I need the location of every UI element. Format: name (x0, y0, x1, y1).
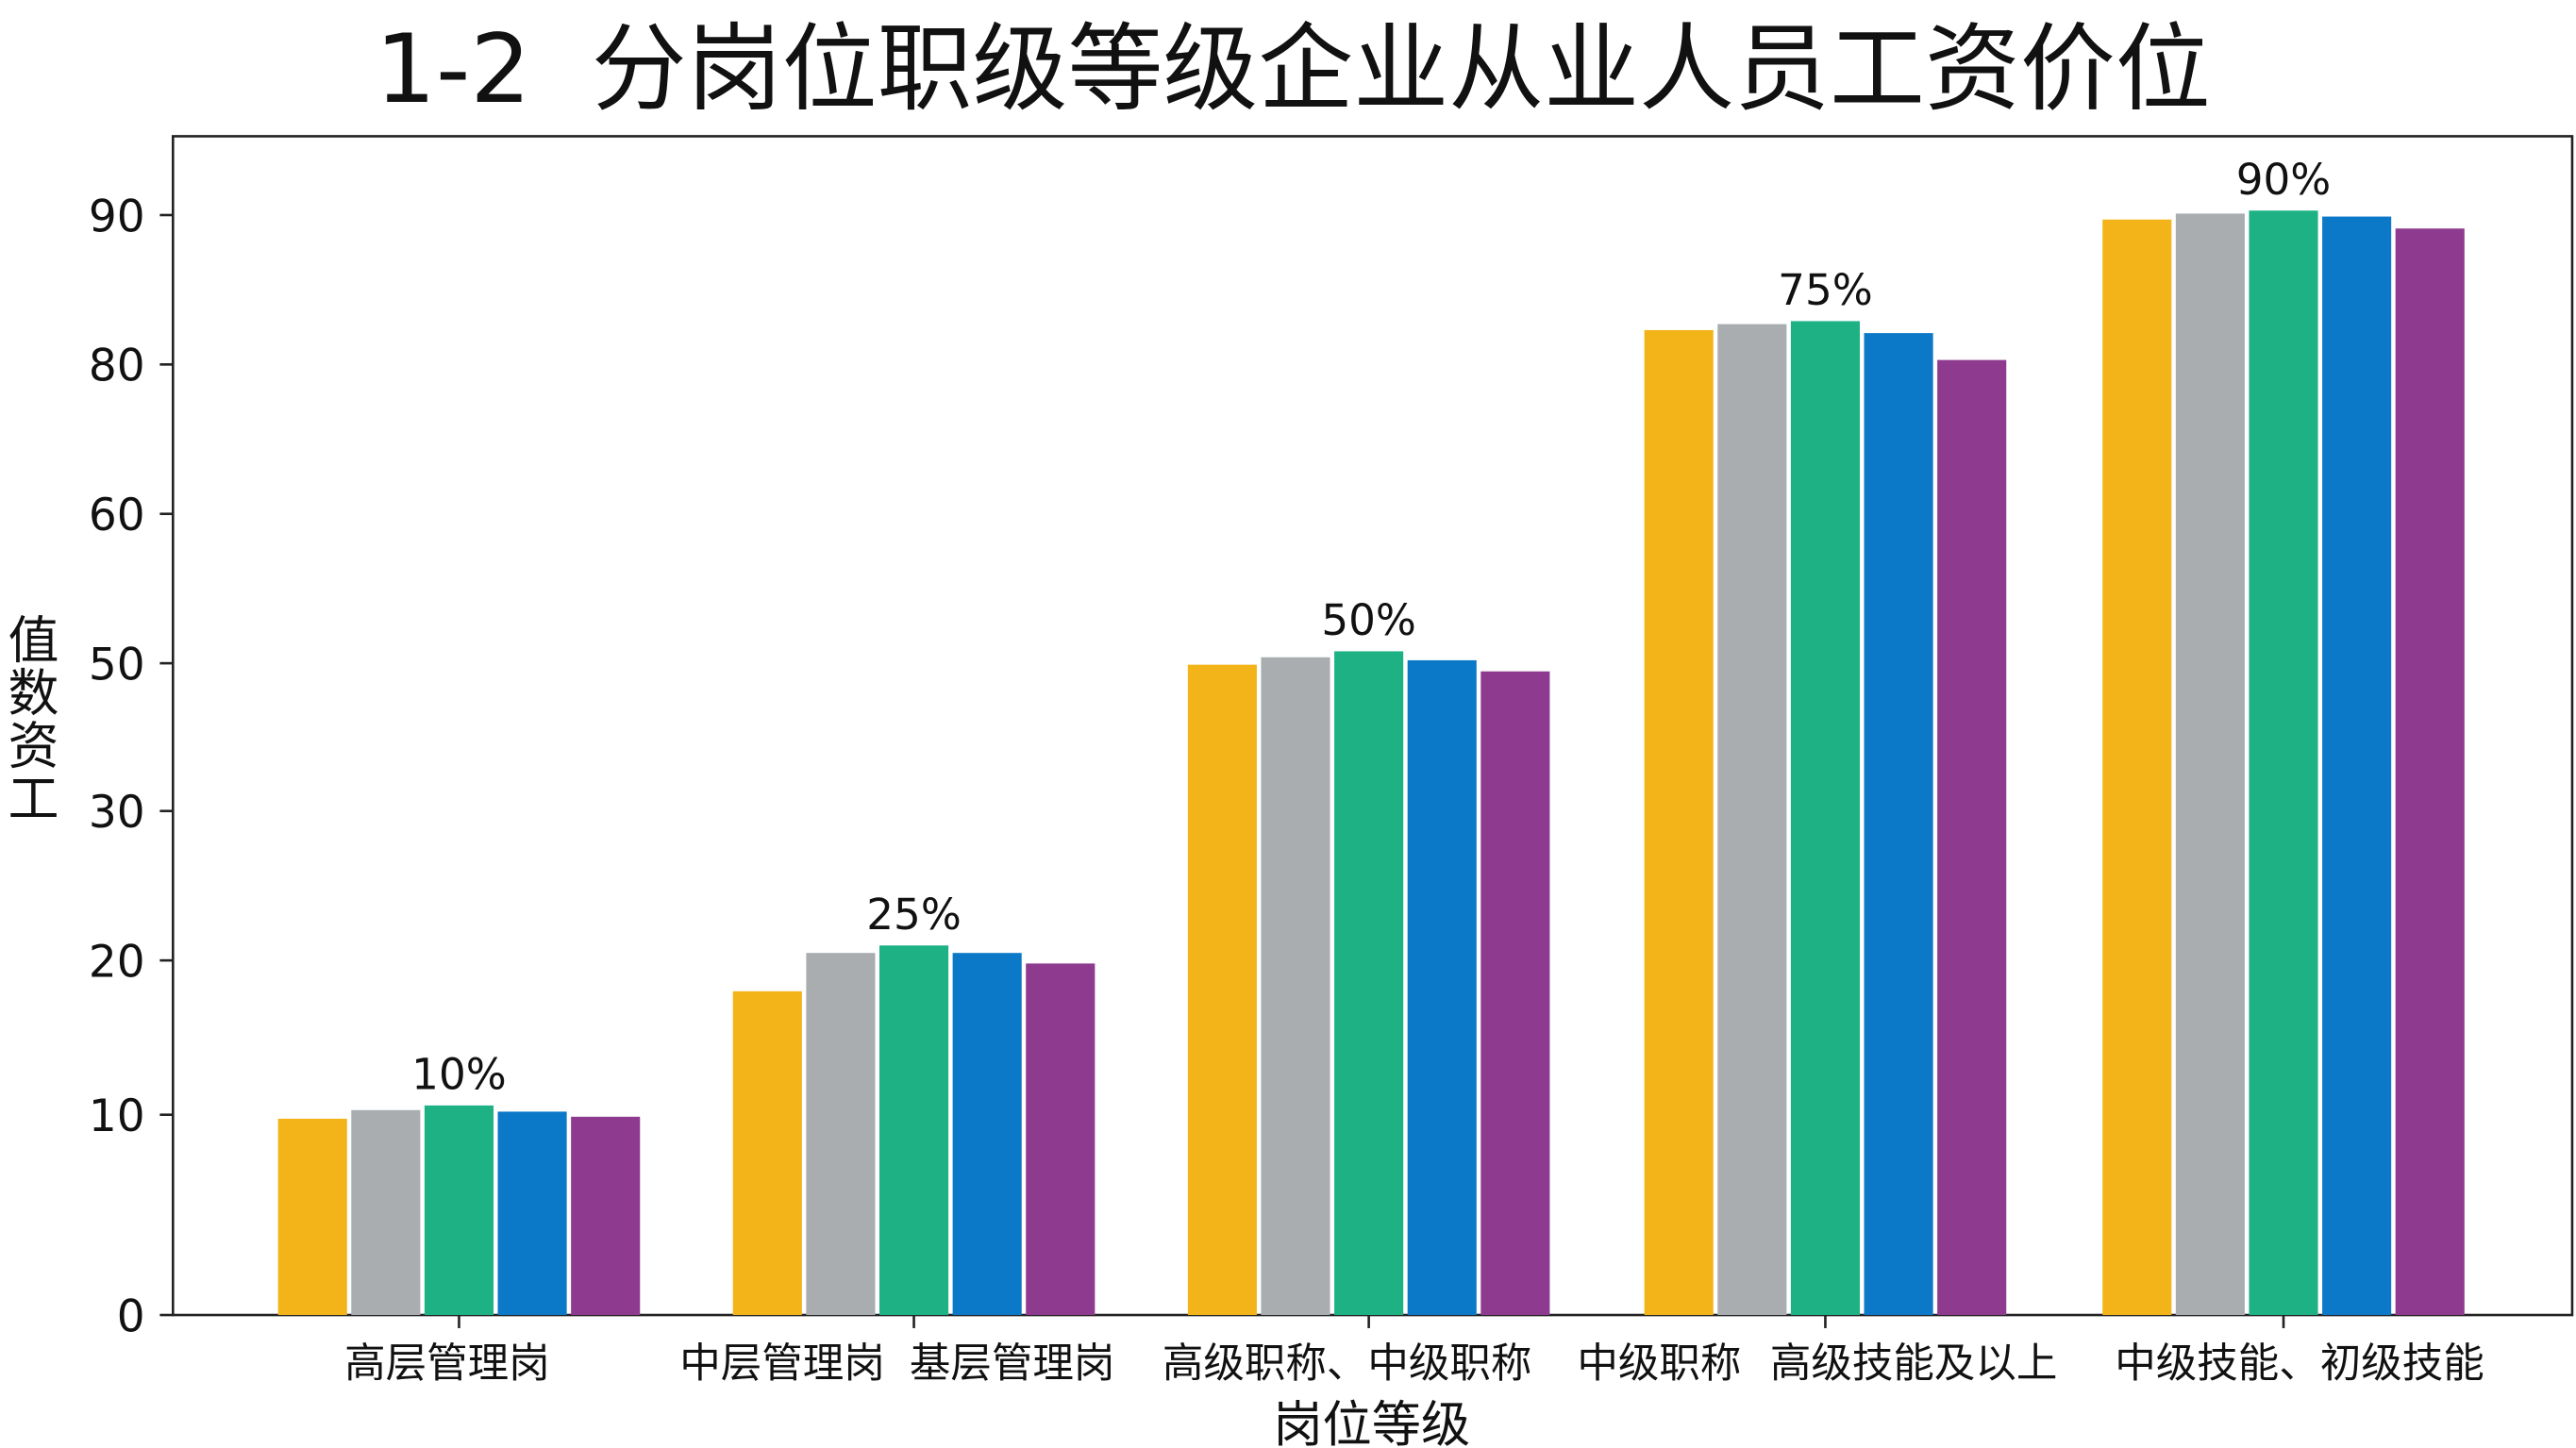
y-tick-label: 10 (89, 1090, 145, 1142)
group-label: 10% (411, 1049, 507, 1099)
x-tick-label: 基层管理岗 (910, 1340, 1115, 1388)
bar (806, 953, 876, 1316)
chart-title: 1-2 分岗位职级等级企业从业人员工资价位 (376, 13, 2211, 125)
bar (571, 1116, 641, 1316)
x-tick-label: 高层管理岗 (344, 1340, 550, 1388)
bar (2395, 228, 2465, 1316)
y-tick-label: 0 (117, 1290, 145, 1342)
y-tick-label: 20 (89, 937, 145, 989)
watermark: 豆包AI生成 (2297, 1397, 2534, 1448)
bar (878, 945, 949, 1316)
bar (2175, 213, 2245, 1316)
x-tick-label: 高级职称、中级职称 (1163, 1340, 1531, 1388)
bar (277, 1118, 347, 1316)
bar (351, 1109, 421, 1316)
bar (1717, 324, 1787, 1316)
y-axis: 0 10 20 30 50 60 80 90 (89, 191, 174, 1342)
bars: 10% 25% 50% 75% 90% (277, 155, 2465, 1316)
y-tick-label: 30 (89, 787, 145, 839)
y-tick-label: 80 (89, 341, 145, 392)
bar (732, 990, 802, 1316)
group-label: 75% (1778, 265, 1873, 315)
y-axis-label: 值数资工 (0, 613, 59, 824)
bar (2102, 219, 2172, 1316)
x-tick-label: 中级技能、初级技能 (2115, 1340, 2484, 1388)
bar (424, 1105, 494, 1316)
bar (1261, 657, 1330, 1316)
group-label: 90% (2236, 155, 2332, 205)
x-axis: 高层管理岗 中层管理岗 基层管理岗 高级职称、中级职称 中级职称 高级技能及以上 中级技能、… (344, 1315, 2484, 1388)
bar (1644, 329, 1714, 1316)
group-label: 50% (1321, 595, 1416, 645)
bar (1187, 664, 1257, 1316)
bar (2249, 210, 2318, 1316)
bar (1026, 963, 1096, 1316)
bar (2322, 216, 2392, 1316)
bar (1790, 321, 1860, 1316)
y-tick-label: 90 (89, 191, 145, 242)
y-tick-label: 50 (89, 640, 145, 691)
y-tick-label: 60 (89, 490, 145, 541)
bar (1334, 651, 1404, 1316)
bar (1480, 671, 1550, 1316)
bar (952, 953, 1022, 1316)
x-axis-label: 岗位等级 (1273, 1397, 1470, 1448)
x-tick-label: 高级技能及以上 (1770, 1340, 2058, 1388)
bar (1407, 659, 1477, 1316)
group-label: 25% (866, 890, 962, 940)
x-tick-label: 中级职称 (1577, 1340, 1741, 1388)
bar (497, 1111, 567, 1316)
bar (1864, 333, 1933, 1316)
x-tick-label: 中层管理岗 (679, 1340, 884, 1388)
bar (1937, 359, 2007, 1316)
